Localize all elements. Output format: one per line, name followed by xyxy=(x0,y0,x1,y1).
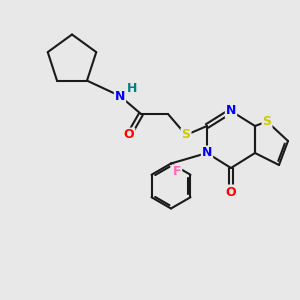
Text: S: S xyxy=(262,115,272,128)
Text: N: N xyxy=(202,146,212,160)
Text: N: N xyxy=(226,104,236,118)
Text: F: F xyxy=(173,165,181,178)
Text: O: O xyxy=(226,185,236,199)
Text: N: N xyxy=(115,89,125,103)
Text: O: O xyxy=(124,128,134,142)
Text: H: H xyxy=(127,82,137,95)
Text: S: S xyxy=(182,128,190,142)
